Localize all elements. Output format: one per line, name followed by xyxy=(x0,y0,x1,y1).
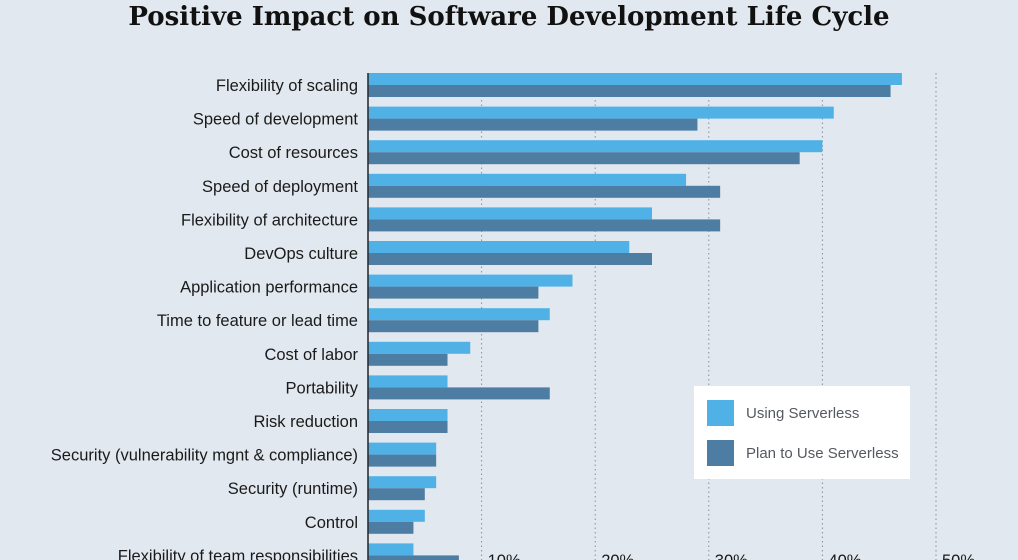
category-label-12: Security (vulnerability mgnt & complianc… xyxy=(51,447,358,465)
legend-label-using: Using Serverless xyxy=(746,404,860,422)
bar-plan-14 xyxy=(368,521,414,534)
bar-using-8 xyxy=(368,308,550,321)
x-tick-label-5: 50% xyxy=(942,552,975,560)
bar-plan-13 xyxy=(368,488,425,501)
category-label-13: Security (runtime) xyxy=(228,480,358,498)
category-label-14: Control xyxy=(305,514,358,532)
x-tick-label-1: 10% xyxy=(488,552,521,560)
legend: Using Serverless Plan to Use Serverless xyxy=(694,386,910,479)
legend-item-plan: Plan to Use Serverless xyxy=(707,440,899,466)
bar-using-13 xyxy=(368,476,437,489)
bar-plan-5 xyxy=(368,219,721,232)
legend-label-plan: Plan to Use Serverless xyxy=(746,444,899,462)
bar-plan-6 xyxy=(368,253,652,265)
category-label-10: Portability xyxy=(286,379,359,397)
category-label-9: Cost of labor xyxy=(264,346,358,364)
category-label-7: Application performance xyxy=(180,279,358,297)
bar-plan-2 xyxy=(368,118,698,131)
category-label-6: DevOps culture xyxy=(244,245,358,263)
x-tick-label-2: 20% xyxy=(601,552,634,560)
bar-using-15 xyxy=(368,543,414,556)
bar-using-2 xyxy=(368,106,834,119)
bar-using-5 xyxy=(368,207,652,220)
bar-plan-4 xyxy=(368,185,721,198)
category-label-15: Flexibility of team responsibilities xyxy=(118,547,358,560)
bar-using-7 xyxy=(368,274,573,287)
bar-using-12 xyxy=(368,442,437,455)
bar-plan-11 xyxy=(368,421,448,433)
bar-using-9 xyxy=(368,341,471,354)
bar-using-14 xyxy=(368,509,425,522)
bar-using-3 xyxy=(368,140,823,153)
bar-using-6 xyxy=(368,241,630,253)
bar-plan-12 xyxy=(368,454,437,467)
x-tick-label-3: 30% xyxy=(715,552,748,560)
bar-plan-15 xyxy=(368,555,459,560)
legend-swatch-using xyxy=(707,400,734,426)
bar-plan-3 xyxy=(368,152,800,165)
category-label-2: Speed of development xyxy=(193,111,359,129)
bar-plan-7 xyxy=(368,286,539,299)
legend-swatch-plan xyxy=(707,440,734,466)
bar-plan-8 xyxy=(368,320,539,333)
category-label-3: Cost of resources xyxy=(229,144,358,162)
category-label-11: Risk reduction xyxy=(253,413,358,431)
bar-using-1 xyxy=(368,73,902,85)
bar-plan-1 xyxy=(368,85,891,97)
bar-using-11 xyxy=(368,409,448,421)
category-label-1: Flexibility of scaling xyxy=(216,77,358,95)
bar-plan-9 xyxy=(368,353,448,366)
category-label-8: Time to feature or lead time xyxy=(157,312,358,330)
chart-title: Positive Impact on Software Development … xyxy=(128,2,890,32)
category-label-4: Speed of deployment xyxy=(202,178,358,196)
category-label-5: Flexibility of architecture xyxy=(181,211,358,229)
legend-item-using: Using Serverless xyxy=(707,400,859,426)
bar-using-4 xyxy=(368,173,687,186)
bar-plan-10 xyxy=(368,387,550,400)
bar-using-10 xyxy=(368,375,448,388)
x-tick-label-4: 40% xyxy=(828,552,861,560)
